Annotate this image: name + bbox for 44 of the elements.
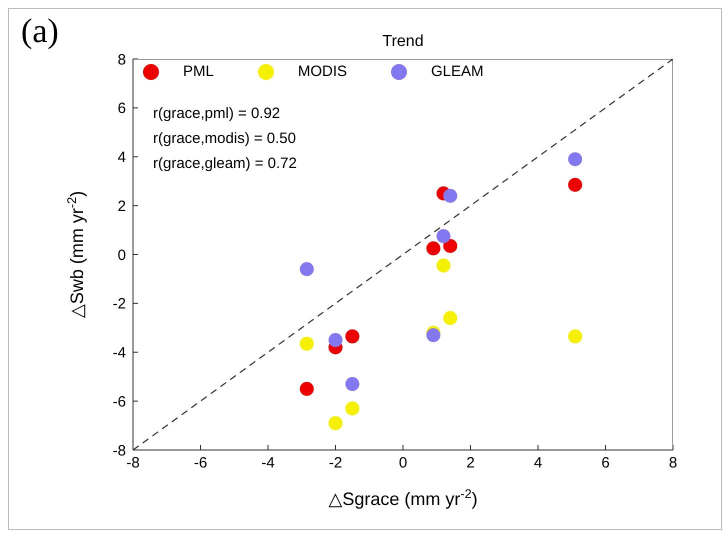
point [443,311,458,326]
point [345,401,360,416]
chart-title: Trend [381,33,425,51]
y-tick-label: 0 [118,246,126,264]
annotation: r(grace,modis) = 0.50 [153,129,297,149]
point [345,377,360,392]
text: (a) [21,13,59,51]
point [568,178,582,192]
x-tick-label: -6 [194,454,208,472]
point [436,258,450,272]
point [300,382,314,396]
y-tick-label: 4 [118,149,126,166]
point [443,238,458,253]
y-tick-label: -8 [112,442,126,460]
point [328,333,342,348]
x-tick-label: 8 [668,454,678,472]
point [426,241,440,256]
y-tick-label: 6 [118,100,126,118]
legend-label: MODIS [298,63,348,80]
point [426,328,440,342]
annotation: r(grace,gleam) = 0.72 [153,154,297,174]
annotation: r(grace,pml) = 0.92 [153,104,282,124]
y-tick-label: 8 [118,51,126,68]
point [328,416,342,430]
point [443,188,458,203]
x-tick-label: 0 [398,454,408,472]
point [300,262,314,276]
y-tick-label: -6 [112,393,126,410]
point [568,329,582,344]
x-tick-label: 2 [466,454,475,472]
point [436,229,450,244]
point [568,152,582,166]
y-tick-label: 2 [118,198,126,215]
x-tick-label: 6 [601,454,610,472]
x-tick-label: 4 [534,454,542,472]
y-tick-label: -4 [112,344,126,362]
y-tick-label: -2 [112,296,126,313]
point [300,336,314,351]
x-tick-label: -4 [261,454,275,472]
legend-label: GLEAM [431,63,484,80]
point [345,329,360,344]
legend-label: PML [183,63,214,80]
x-tick-label: -2 [328,454,342,472]
x-axis-title: △Sgrace (mm yr$^{-2}$) [328,487,478,509]
